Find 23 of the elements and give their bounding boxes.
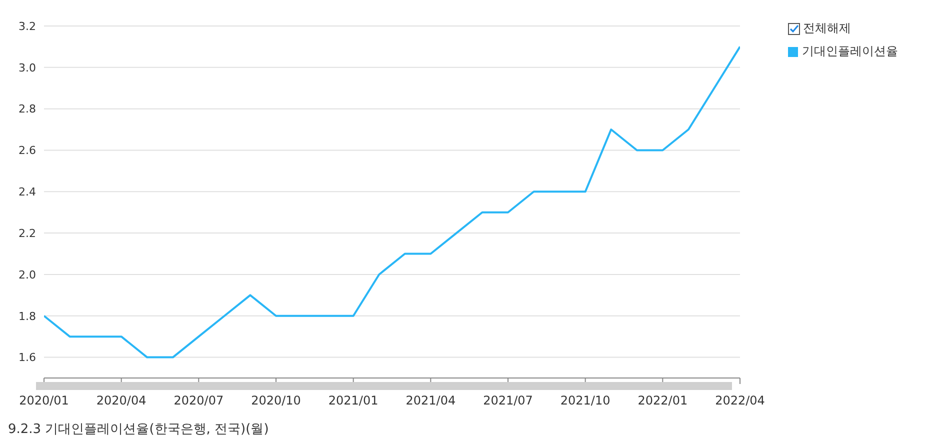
x-tick-label: 2022/01 [638, 394, 688, 408]
x-tick-label: 2020/04 [96, 394, 146, 408]
x-tick-label: 2021/01 [328, 394, 378, 408]
y-tick-label: 3.0 [18, 61, 36, 74]
y-tick-label: 2.4 [18, 186, 36, 199]
x-tick-label: 2022/04 [715, 394, 765, 408]
y-tick-label: 1.8 [18, 310, 36, 323]
x-tick-label: 2021/07 [483, 394, 533, 408]
y-tick-label: 2.8 [18, 102, 36, 116]
y-tick-label: 1.6 [18, 351, 36, 364]
line-series [44, 46, 740, 358]
x-tick-label: 2020/10 [251, 394, 301, 408]
text: 전체해제 [803, 20, 851, 37]
x-tick-label: 2020/01 [19, 394, 69, 408]
y-tick-label: 3.2 [18, 20, 36, 33]
x-tick-label: 2021/10 [560, 394, 610, 408]
x-tick-label: 2021/04 [406, 394, 456, 408]
legend-label: 기대인플레이션율 [802, 43, 898, 60]
y-tick-label: 2.0 [18, 268, 36, 282]
text: 9.2.3 기대인플레이션율(한국은행, 전국)(월) [8, 421, 269, 438]
x-tick-label: 2020/07 [174, 394, 224, 408]
y-tick-label: 2.6 [18, 144, 36, 158]
y-tick-label: 2.2 [18, 226, 36, 240]
